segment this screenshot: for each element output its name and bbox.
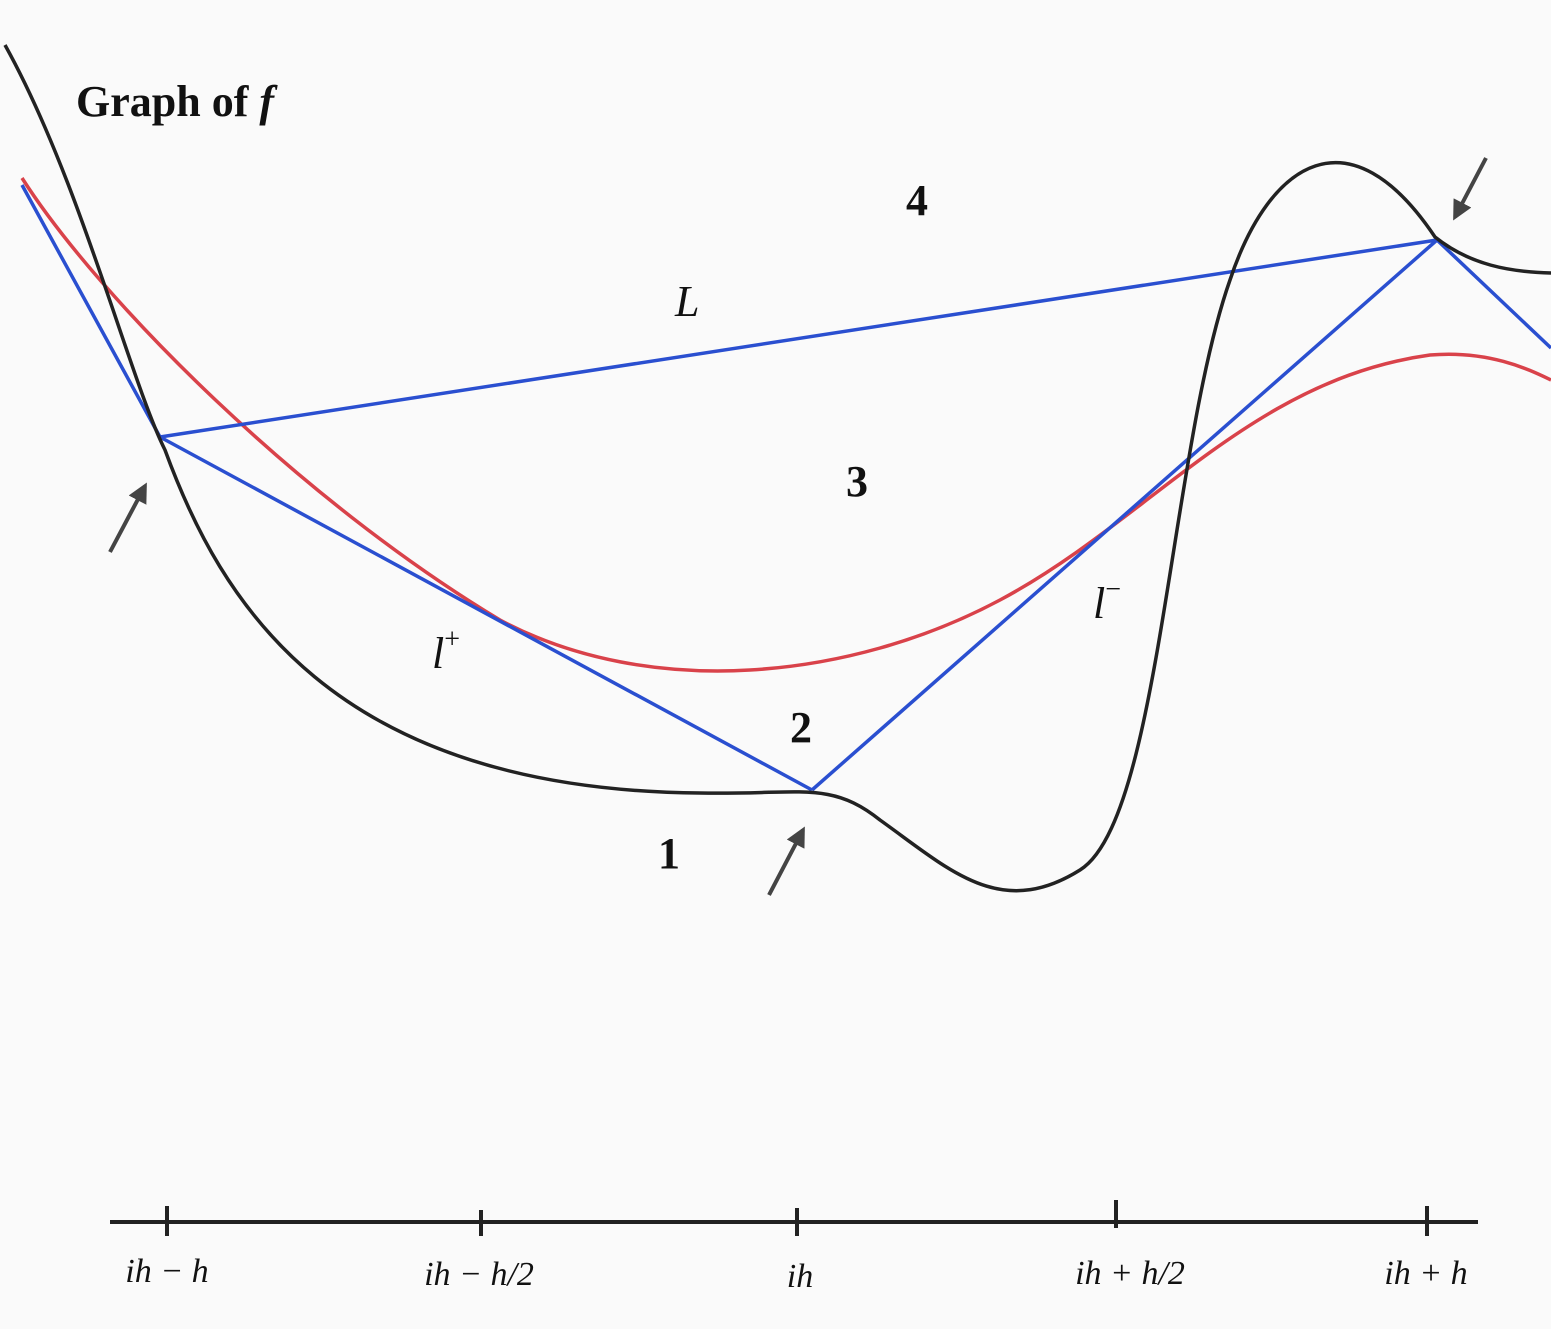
blue-lines	[20, 184, 1551, 792]
arrows	[108, 157, 1488, 896]
label-L: L	[674, 277, 699, 326]
tick-label: ih	[787, 1258, 813, 1295]
blue-segment	[20, 184, 162, 438]
red-curve	[20, 177, 1551, 673]
label-l-plus: l+	[432, 624, 460, 678]
label-sup: −	[1105, 574, 1121, 605]
title: Graph of f	[76, 77, 278, 126]
line-l-minus	[810, 238, 1439, 792]
arrow	[108, 482, 147, 553]
label-base: l	[432, 629, 444, 678]
axis	[110, 1200, 1478, 1236]
label-sup: +	[444, 624, 460, 655]
tick-label: ih + h	[1384, 1255, 1467, 1292]
line-l-plus	[159, 435, 813, 792]
label-l-minus: l−	[1093, 574, 1121, 628]
arrow	[767, 826, 805, 896]
arrow	[1453, 157, 1488, 221]
tick-label: ih + h/2	[1075, 1255, 1185, 1292]
region-label: 1	[658, 829, 680, 878]
title-text: Graph of	[76, 77, 250, 126]
graph-f	[3, 44, 1551, 893]
tick-label: ih − h/2	[424, 1256, 534, 1293]
region-label: 3	[846, 457, 868, 506]
line-L	[159, 238, 1438, 439]
blue-segment	[1435, 238, 1551, 350]
title-symbol: f	[259, 77, 278, 126]
region-label: 4	[906, 176, 928, 225]
region-label: 2	[790, 703, 812, 752]
label-base: l	[1093, 579, 1105, 628]
tick-label: ih − h	[125, 1253, 208, 1290]
